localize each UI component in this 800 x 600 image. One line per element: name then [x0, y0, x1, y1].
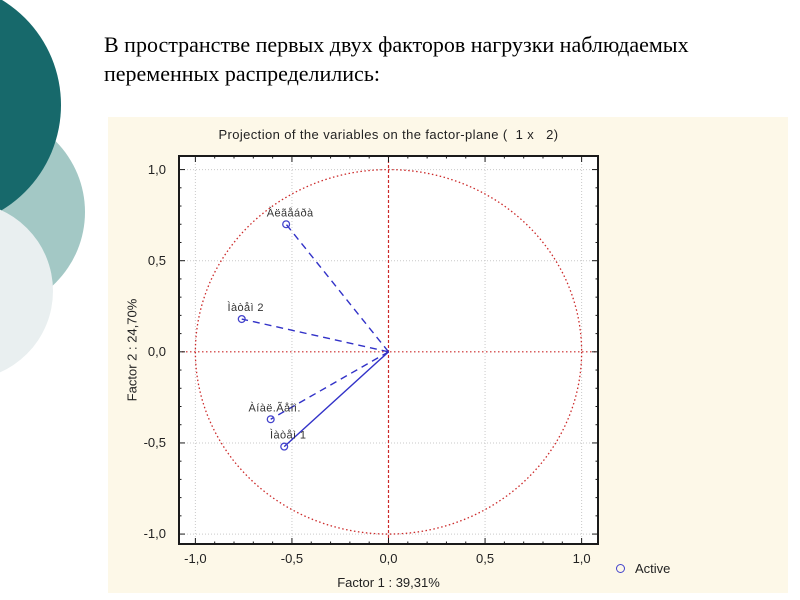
y-tick-label: -1,0	[143, 526, 166, 542]
x-tick-label: -0,5	[280, 551, 304, 566]
svg-text:Ìàòåì 1: Ìàòåì 1	[270, 429, 306, 442]
x-tick-label: 1,0	[572, 551, 591, 566]
y-tick-label: 0,5	[147, 252, 166, 268]
chart-title: Projection of the variables on the facto…	[218, 127, 559, 142]
legend-label: Active	[635, 561, 671, 576]
chart-panel: Projection of the variables on the facto…	[108, 117, 788, 593]
y-axis-title: Factor 2 : 24,70%	[124, 298, 140, 402]
x-axis-title: Factor 1 : 39,31%	[337, 575, 440, 590]
x-tick-label: 0,5	[476, 551, 495, 566]
x-tick-label: -1,0	[184, 551, 207, 566]
slide-title: В пространстве первых двух факторов нагр…	[104, 32, 689, 87]
svg-text:Àíàë.Ãåîì.: Àíàë.Ãåîì.	[249, 401, 301, 414]
y-tick-label: -0,5	[143, 434, 166, 450]
x-tick-label: 0,0	[379, 551, 398, 566]
legend-open-circle-icon	[616, 564, 625, 573]
y-tick-label: 1,0	[147, 161, 166, 177]
factor-plane-plot: Àëãåáðà Ìàòåì 2 Àíàë.Ãåîì. Ìàòåì 1	[178, 155, 599, 545]
y-tick-label: 0,0	[147, 343, 166, 359]
legend: Active	[616, 561, 670, 576]
svg-text:Àëãåáðà: Àëãåáðà	[267, 206, 314, 219]
svg-text:Ìàòåì 2: Ìàòåì 2	[228, 301, 264, 314]
